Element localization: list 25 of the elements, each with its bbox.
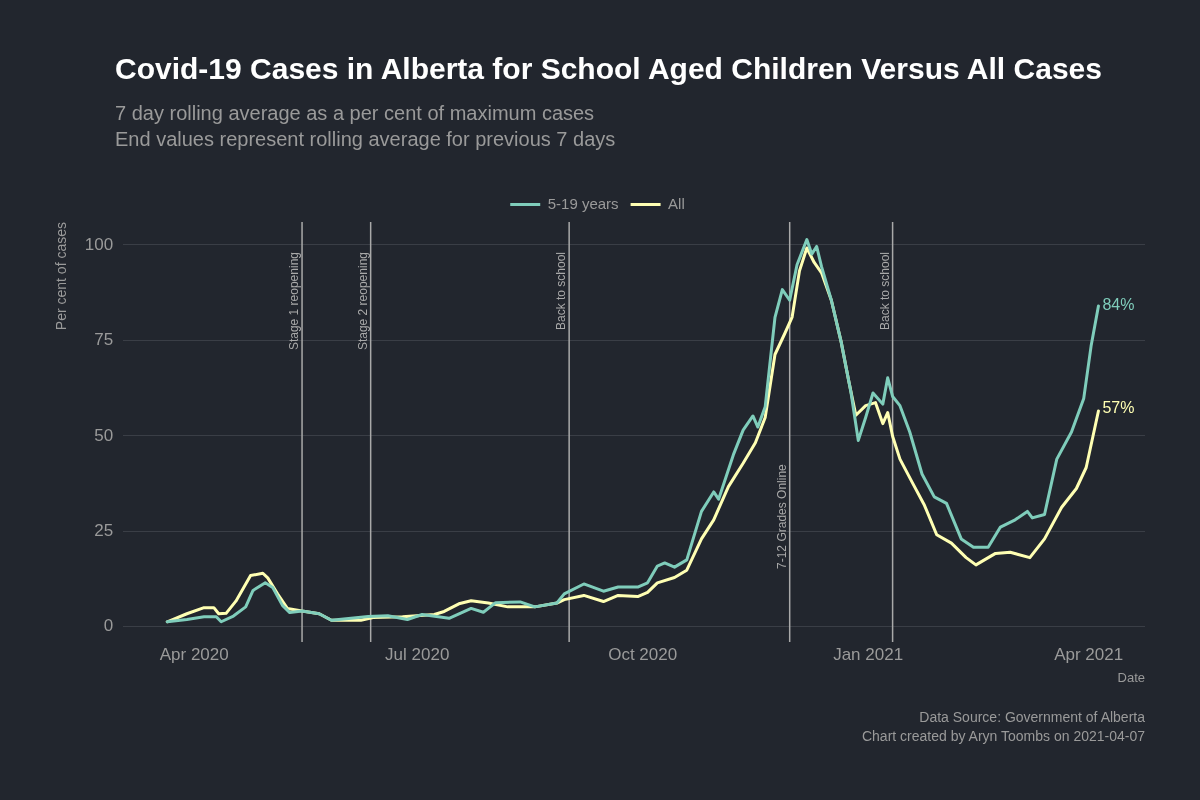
x-axis-title: Date [1117, 669, 1145, 685]
ref-line-label: 7-12 Grades Online [774, 463, 789, 569]
y-tick-label: 75 [94, 330, 114, 350]
y-tick-label: 100 [84, 234, 114, 254]
annotation: 57% [1102, 399, 1135, 417]
chart-subtitle: 7 day rolling average as a per cent of maximum cases End values represent rolling average for previous 7 days [115, 101, 616, 152]
legend-label: 5-19 years [547, 194, 619, 212]
ref-line-label: Back to school [554, 252, 569, 331]
x-tick-label: Apr 2021 [1054, 644, 1124, 664]
source-note: Data Source: Government of Alberta [918, 708, 1145, 727]
chart-title: Covid-19 Cases in Alberta for School Aged Children Versus All Cases [115, 52, 1102, 86]
ref-line-label: Stage 2 reopening [355, 252, 370, 351]
x-tick-label: Apr 2020 [159, 644, 229, 664]
y-tick-label: 50 [94, 425, 114, 445]
y-axis-title: Per cent of cases [53, 222, 70, 331]
legend-label: All [668, 194, 685, 212]
x-tick-label: Jan 2021 [833, 644, 904, 664]
text: Chart created by Aryn Toombs on 2021-04-07 [861, 727, 1145, 746]
y-tick-label: 25 [94, 520, 114, 540]
y-tick-label: 0 [103, 616, 114, 636]
x-tick-label: Jul 2020 [385, 644, 450, 664]
annotation: 84% [1102, 296, 1135, 314]
x-tick-label: Oct 2020 [608, 644, 678, 664]
ref-line-label: Back to school [877, 252, 892, 331]
ref-line-label: Stage 1 reopening [287, 252, 302, 351]
